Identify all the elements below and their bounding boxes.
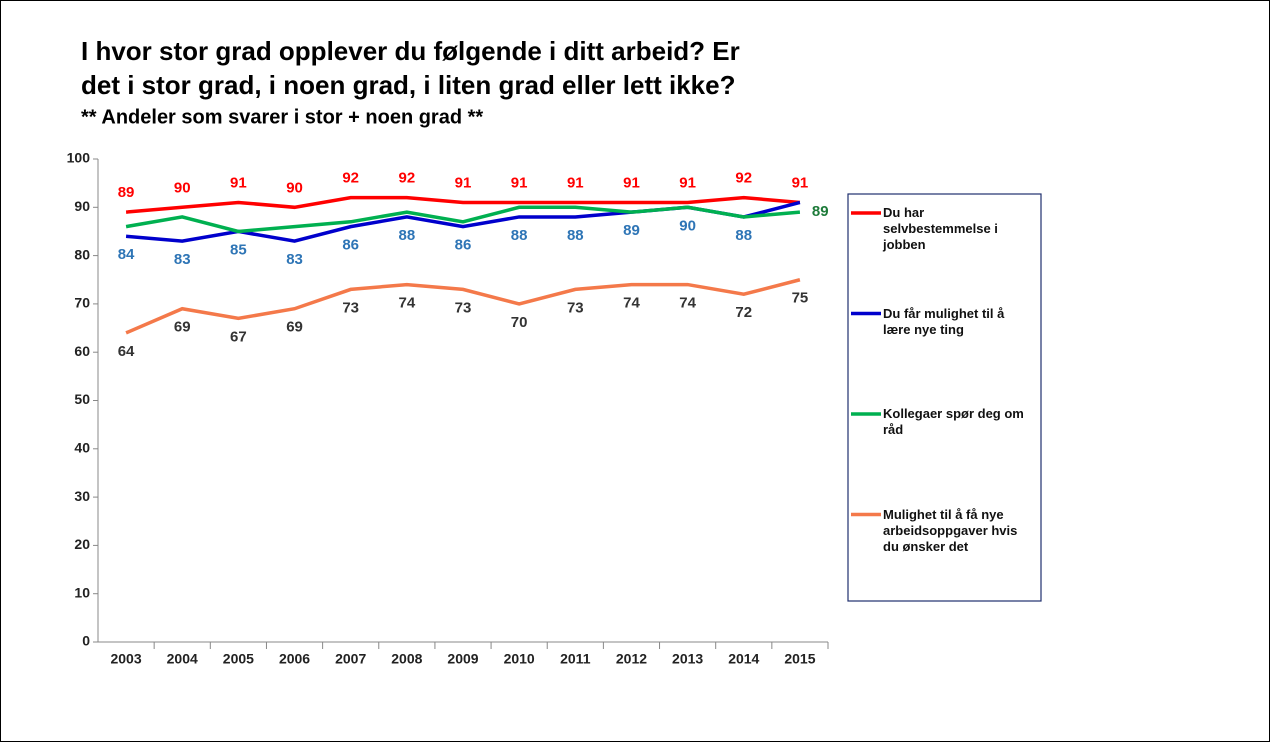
y-tick-label: 0	[82, 633, 90, 649]
chart-title: det i stor grad, i noen grad, i liten gr…	[81, 70, 735, 100]
data-label: 83	[286, 251, 303, 268]
y-tick-label: 30	[74, 488, 90, 504]
data-label: 74	[399, 295, 416, 312]
data-label: 88	[511, 227, 528, 244]
legend-label: Du får mulighet til å lære nye ting	[883, 305, 1005, 337]
x-tick-label: 2005	[223, 651, 254, 667]
data-label: 90	[286, 179, 303, 196]
data-label: 91	[567, 174, 584, 191]
data-label: 72	[735, 304, 752, 321]
data-label: 70	[511, 314, 528, 331]
data-label: 86	[455, 237, 472, 254]
legend-label: Du har selvbestemmelse i jobben	[883, 205, 998, 252]
data-label: 89	[118, 184, 135, 201]
y-tick-label: 90	[74, 198, 90, 214]
data-label: 83	[174, 251, 191, 268]
x-tick-label: 2007	[335, 651, 366, 667]
data-label: 89	[623, 222, 640, 239]
data-label: 92	[735, 170, 752, 187]
data-label: 73	[567, 299, 584, 316]
x-tick-label: 2009	[447, 651, 478, 667]
y-tick-label: 50	[74, 391, 90, 407]
y-tick-label: 100	[67, 150, 91, 166]
data-label: 74	[679, 295, 696, 312]
data-label: 74	[623, 295, 640, 312]
data-label: 91	[455, 174, 472, 191]
data-label: 88	[735, 227, 752, 244]
x-tick-label: 2013	[672, 651, 703, 667]
data-label: 90	[174, 179, 191, 196]
data-label: 91	[792, 174, 809, 191]
data-label: 69	[174, 319, 191, 336]
legend-label: Kollegaer spør deg om råd	[883, 406, 1024, 437]
x-tick-label: 2008	[391, 651, 422, 667]
data-label: 89	[812, 203, 829, 220]
data-label: 88	[567, 227, 584, 244]
legend-label: Mulighet til å få nye arbeidsoppgaver hv…	[883, 506, 1018, 554]
series-line	[125, 205, 801, 234]
data-label: 64	[118, 343, 135, 360]
x-tick-label: 2012	[616, 651, 647, 667]
chart-title: I hvor stor grad opplever du følgende i …	[81, 36, 740, 66]
data-label: 84	[118, 246, 135, 263]
data-label: 92	[399, 170, 416, 187]
x-tick-label: 2010	[504, 651, 535, 667]
y-tick-label: 40	[74, 440, 90, 456]
data-label: 91	[511, 174, 528, 191]
y-tick-label: 20	[74, 536, 90, 552]
x-tick-label: 2006	[279, 651, 310, 667]
y-tick-label: 80	[74, 246, 90, 262]
x-tick-label: 2011	[560, 651, 591, 667]
x-tick-label: 2004	[167, 651, 198, 667]
data-label: 67	[230, 328, 247, 345]
data-label: 91	[230, 174, 247, 191]
data-label: 90	[679, 217, 696, 234]
y-tick-label: 60	[74, 343, 90, 359]
data-label: 85	[230, 241, 247, 258]
data-label: 91	[623, 174, 640, 191]
data-label: 73	[342, 299, 359, 316]
y-tick-label: 10	[74, 584, 90, 600]
data-label: 86	[342, 237, 359, 254]
data-label: 69	[286, 319, 303, 336]
data-label: 92	[342, 170, 359, 187]
y-tick-label: 70	[74, 295, 90, 311]
x-tick-label: 2014	[728, 651, 759, 667]
data-label: 73	[455, 299, 472, 316]
chart-subtitle: ** Andeler som svarer i stor + noen grad…	[81, 106, 483, 128]
legend-box	[847, 193, 1042, 602]
x-tick-label: 2003	[110, 651, 141, 667]
series-line	[125, 278, 801, 335]
data-label: 88	[399, 227, 416, 244]
data-label: 75	[792, 290, 809, 307]
data-label: 91	[679, 174, 696, 191]
series-line	[125, 195, 801, 214]
x-tick-label: 2015	[784, 651, 815, 667]
